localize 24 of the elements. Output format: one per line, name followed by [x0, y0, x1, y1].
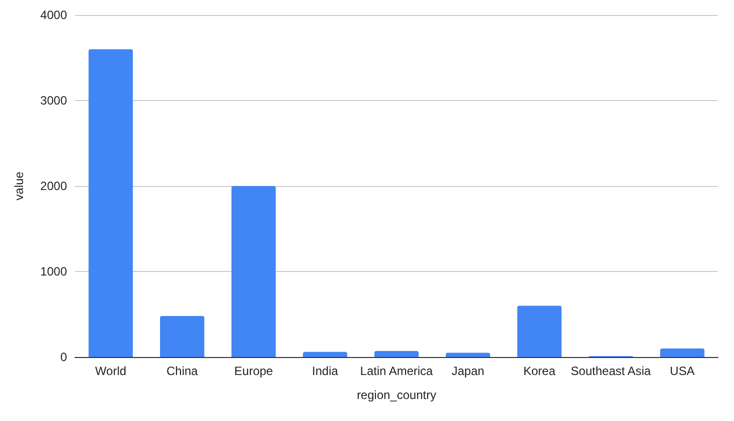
- x-tick-label: Latin America: [360, 364, 434, 378]
- y-axis-title: value: [12, 171, 26, 200]
- x-tick-label: Southeast Asia: [570, 364, 652, 378]
- bar: [517, 306, 562, 357]
- x-tick-label: World: [95, 364, 126, 378]
- y-tick-label: 2000: [40, 179, 68, 193]
- x-tick-label: Japan: [452, 364, 484, 378]
- x-tick-label: USA: [670, 364, 695, 378]
- bar: [446, 352, 490, 357]
- bar: [374, 351, 419, 357]
- bar: [160, 316, 204, 357]
- y-tick-label: 3000: [40, 94, 68, 108]
- x-tick-label: China: [166, 364, 198, 378]
- x-axis-title: region_country: [356, 388, 436, 402]
- x-tick-label: Europe: [234, 364, 274, 378]
- y-tick-label: 4000: [40, 8, 68, 22]
- bar: [231, 186, 276, 357]
- y-tick-label: 0: [60, 350, 68, 364]
- bar: [302, 352, 348, 357]
- x-tick-label: Korea: [523, 364, 556, 378]
- bar: [660, 348, 704, 357]
- bar: [88, 49, 133, 357]
- y-tick-label: 1000: [40, 264, 68, 278]
- x-tick-label: India: [312, 364, 338, 378]
